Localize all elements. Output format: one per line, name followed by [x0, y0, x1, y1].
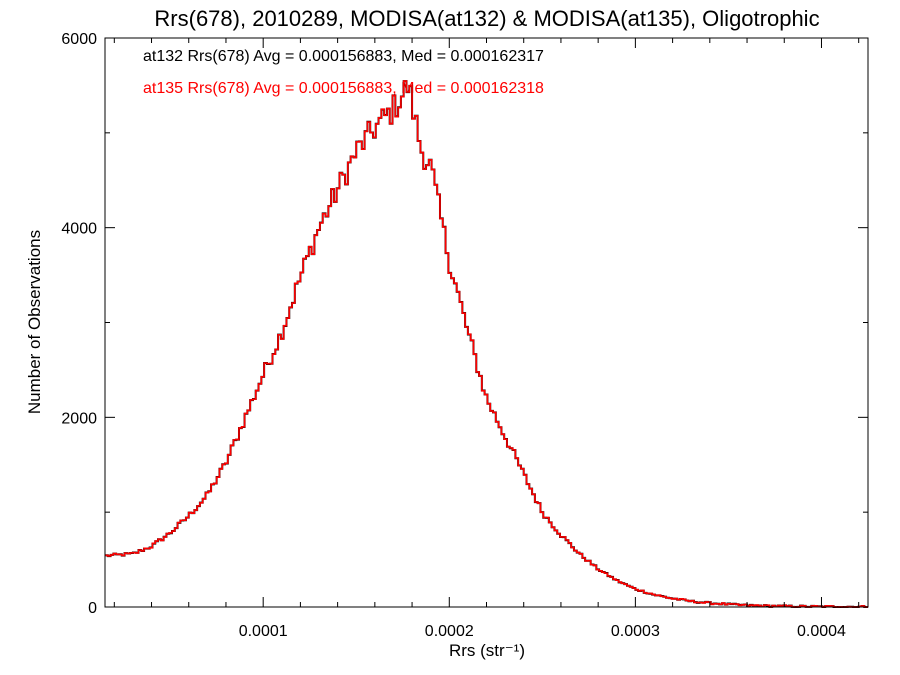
series-1-histogram — [105, 80, 868, 608]
y-tick-label: 6000 — [61, 31, 97, 48]
series-0-histogram — [105, 80, 868, 608]
x-tick-label: 0.0004 — [797, 623, 846, 640]
x-tick-label: 0.0002 — [425, 623, 474, 640]
plot-frame — [104, 37, 869, 608]
chart-title: Rrs(678), 2010289, MODISA(at132) & MODIS… — [154, 6, 819, 31]
series-layer — [105, 80, 868, 608]
y-axis-label: Number of Observations — [25, 230, 44, 414]
x-axis-label: Rrs (str⁻¹) — [449, 641, 525, 660]
ticks-layer: 0.0001 0.0002 0.0003 0.0004 0 2000 4000 6000 — [61, 31, 868, 640]
x-tick-label: 0.0001 — [239, 623, 288, 640]
y-tick-label: 4000 — [61, 221, 97, 238]
x-tick-label: 0.0003 — [611, 623, 660, 640]
y-tick-label: 2000 — [61, 410, 97, 427]
annotation-at135: at135 Rrs(678) Avg = 0.000156883, Med = … — [143, 80, 544, 97]
annotation-at132: at132 Rrs(678) Avg = 0.000156883, Med = … — [143, 48, 544, 65]
y-tick-label: 0 — [88, 600, 97, 617]
annotations: at132 Rrs(678) Avg = 0.000156883, Med = … — [143, 48, 544, 97]
